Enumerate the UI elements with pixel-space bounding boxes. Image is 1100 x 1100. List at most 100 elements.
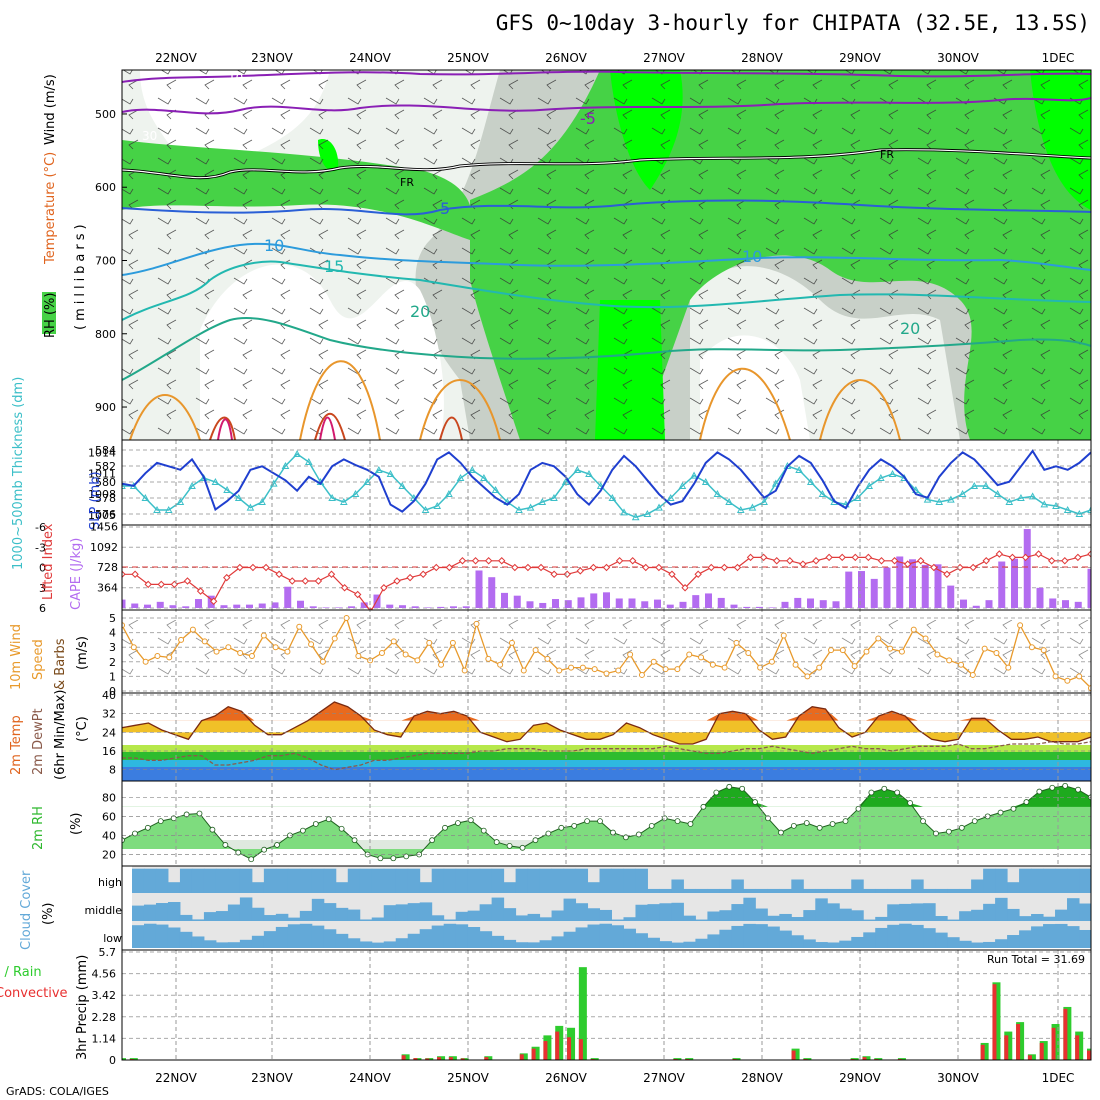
cloud-cell [443,923,457,948]
wind-marker [698,654,705,661]
cloud-cell [491,897,505,921]
temp-unit: (°C) [75,716,90,742]
wind-axis: 0 12 34 5 [109,612,116,698]
cloud-cell [707,888,720,893]
cloud-cell [527,868,541,893]
cloud-cell [611,925,624,948]
cloud-cell [707,934,720,948]
cloud-cell [299,868,313,893]
li-marker [406,573,414,582]
pressure-tick: 800 [95,328,116,341]
cloud-cell [803,888,816,893]
rh-marker [571,822,578,829]
cloud-cell [323,868,337,893]
cloud-cell [467,910,481,921]
wind-marker [650,658,657,665]
cloud-cell [731,879,744,893]
thickness-marker [725,497,733,505]
rh-marker [390,855,397,862]
cloud-cell [287,868,301,893]
date-label-top: 25NOV [447,51,489,65]
li-marker [1087,550,1091,558]
wind-label-2: Speed [31,639,46,680]
cloud-cell [791,935,804,948]
thickness-tick: 580 [95,476,116,489]
cloud-cell [599,923,612,948]
cloud-cell [191,936,205,948]
thickness-marker [655,503,663,511]
thickness-marker [526,503,535,511]
cloud-cell [551,936,565,948]
cloud-cell [479,931,493,948]
cloud-cell [167,927,181,948]
panel-frame [121,780,1092,867]
thickness-marker [853,493,862,501]
cloud-cell [827,903,840,921]
cloud-cell [1055,868,1068,893]
rh-line [122,785,1091,860]
thickness-marker [701,477,710,485]
cloud-cell [971,909,984,921]
cloud-cell [1079,868,1092,893]
rh-marker [778,829,784,836]
li-marker [799,560,807,568]
li-marker [484,557,493,565]
cape-bar [807,598,814,608]
contour-label-minus5: -5 [580,109,596,128]
li-marker [445,563,454,572]
wind-marker [331,635,338,642]
rh-marker [868,789,875,796]
contour-label-20: 20 [410,302,430,321]
wind-marker [201,638,208,645]
wind-marker [686,651,693,658]
wind-marker [532,647,539,654]
cloud-cell [239,939,253,948]
cloud-cell [959,888,972,893]
cloud-cell [815,898,828,921]
date-label-top: 30NOV [937,51,979,65]
rh-panel: 20 40 60 80 2m RH (%) [31,782,1091,863]
cloud-cell [1043,924,1056,948]
rh-marker [545,830,552,837]
rh-marker [299,827,306,834]
thickness-marker [538,497,547,505]
cloud-cell [479,868,493,893]
wind-label-3: & Barbs [53,638,68,690]
cloud-cell [647,937,660,948]
cloud-cell [671,902,684,921]
pressure-tick: 700 [95,254,116,267]
li-tick: 6 [39,602,46,615]
precip-convective-bar [992,984,997,1060]
contour-label-20-2: 20 [900,319,920,338]
cape-panel: -6 -3 0 3 6 364 728 1092 1456 Lifted Index CAPE… [35,520,1091,615]
credit: GrADS: COLA/IGES [6,1085,109,1098]
cloud-cell [875,888,888,893]
rh-marker [183,811,190,818]
cape-bar [169,605,177,608]
cloud-cell [443,868,457,893]
cloud-cell [371,942,385,948]
rh2m-unit: (%) [69,813,84,836]
cloud-cell [227,942,241,948]
wind-marker [473,620,480,627]
wind-marker [402,651,409,658]
li-marker [995,550,1004,558]
cloud-cell [683,915,696,921]
wind-marker [556,667,563,674]
contour-30 [209,412,463,440]
cape-tick: 728 [97,561,118,574]
wind-marker [260,632,267,639]
cape-bar [297,600,304,608]
rh-marker [312,821,319,827]
cloud-cell [839,908,852,921]
wind-marker [851,663,858,670]
wind-marker [828,647,835,654]
date-label-bottom: 25NOV [447,1071,489,1085]
rh-marker [338,825,345,832]
rh-marker [713,789,720,796]
cloud-cell [1043,868,1056,893]
cloud-cell [251,882,265,893]
precip-convective-bar [531,1048,536,1060]
cape-bar [921,564,929,608]
thickness-marker [982,481,990,489]
